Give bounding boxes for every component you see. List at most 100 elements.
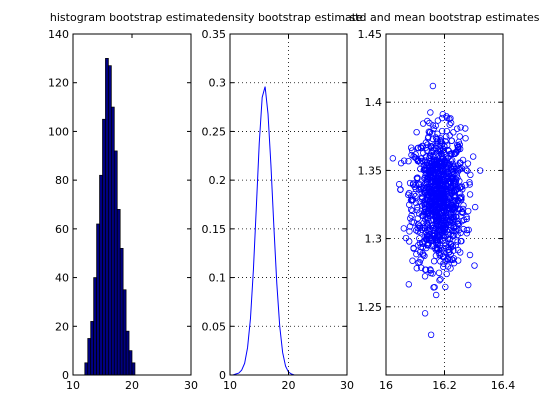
scatter-point	[424, 117, 431, 125]
scatter-point	[438, 202, 446, 210]
scatter-point	[454, 257, 462, 264]
scatter-point	[420, 161, 428, 169]
scatter-point	[405, 157, 412, 165]
scatter-point	[447, 224, 455, 231]
scatter-point	[418, 226, 426, 233]
scatter-point	[407, 144, 415, 151]
scatter-point	[437, 193, 444, 200]
scatter-point	[439, 212, 447, 219]
scatter-point	[425, 239, 432, 247]
scatter-point	[440, 232, 447, 240]
scatter-point	[430, 257, 438, 265]
scatter-point	[437, 258, 444, 265]
histogram-panel: 10 20 30 0 20 40 60 80 100 120 140 histogram bootst…	[48, 11, 214, 392]
y-tick-label: 0	[62, 369, 69, 382]
scatter-point	[428, 165, 435, 172]
scatter-panel: 16 16.2 16.4 1.25 1.3 1.35 1.4 1.45 std and mean…	[349, 11, 539, 392]
scatter-point	[424, 209, 431, 216]
scatter-point	[405, 189, 413, 197]
scatter-point	[466, 181, 473, 188]
plot-area	[73, 34, 191, 375]
scatter-point	[467, 171, 474, 179]
y-tick-label: 1.25	[358, 301, 383, 314]
scatter-point	[463, 215, 470, 223]
x-tick-label: 20	[125, 379, 139, 392]
scatter-point	[429, 130, 436, 137]
y-tick-label: 1.3	[365, 233, 383, 246]
scatter-point	[454, 231, 461, 239]
scatter-point	[421, 273, 429, 280]
scatter-point	[389, 155, 397, 162]
scatter-point	[432, 236, 439, 243]
scatter-point	[435, 269, 443, 277]
scatter-point	[431, 227, 439, 235]
scatter-point	[430, 153, 437, 161]
scatter-point	[471, 203, 479, 211]
scatter-point	[446, 161, 454, 168]
scatter-point	[441, 196, 448, 203]
histogram-bar	[84, 362, 89, 376]
scatter-point	[410, 153, 417, 160]
scatter-point	[422, 153, 430, 160]
scatter-point	[432, 203, 439, 210]
scatter-point	[464, 160, 472, 167]
scatter-point	[421, 175, 428, 182]
scatter-point	[463, 230, 471, 237]
scatter-point	[458, 193, 465, 200]
scatter-point	[456, 166, 463, 173]
scatter-point	[430, 172, 438, 180]
scatter-point	[457, 237, 465, 245]
scatter-point	[430, 221, 437, 228]
scatter-point	[422, 190, 429, 197]
scatter-point	[460, 202, 467, 209]
scatter-point	[464, 167, 471, 175]
scatter-point	[466, 251, 474, 259]
scatter-point	[446, 213, 453, 220]
scatter-point	[421, 216, 429, 223]
scatter-point	[439, 155, 447, 162]
scatter-point	[444, 169, 452, 176]
chart-title: std and mean bootstrap estimates	[349, 11, 539, 24]
scatter-point	[440, 263, 447, 271]
histogram-bar	[102, 118, 106, 376]
scatter-point	[421, 310, 429, 317]
scatter-point	[446, 195, 453, 203]
scatter-point	[417, 243, 424, 251]
x-tick-label: 16.2	[432, 379, 457, 392]
scatter-point	[429, 82, 437, 90]
y-tick-label: 1.4	[365, 96, 383, 109]
scatter-point	[445, 249, 452, 256]
scatter-point	[430, 284, 437, 291]
scatter-point	[456, 141, 463, 148]
scatter-point	[417, 165, 424, 173]
scatter-point	[439, 111, 446, 118]
scatter-point	[409, 257, 416, 264]
histogram-bar	[96, 223, 100, 376]
x-tick-label: 10	[223, 379, 237, 392]
scatter-point	[427, 331, 435, 339]
y-tick-label: 1.45	[358, 28, 383, 41]
scatter-point	[456, 184, 463, 192]
y-tick-label: 60	[55, 223, 69, 236]
scatter-point	[414, 206, 421, 214]
scatter-point	[428, 143, 435, 150]
scatter-point	[423, 196, 430, 203]
scatter-point	[454, 238, 461, 245]
scatter-point	[453, 213, 460, 220]
scatter-point	[419, 239, 426, 246]
scatter-point	[427, 109, 434, 116]
y-tick-label: 140	[48, 28, 69, 41]
scatter-point	[426, 129, 433, 136]
scatter-point	[471, 262, 478, 269]
scatter-point	[412, 193, 419, 200]
scatter-point	[447, 265, 454, 272]
scatter-point	[400, 225, 407, 232]
scatter-point	[405, 281, 413, 288]
scatter-point	[457, 124, 464, 131]
plot-area	[230, 34, 347, 375]
scatter-point	[427, 179, 434, 186]
scatter-point	[446, 132, 453, 139]
scatter-point	[406, 223, 414, 230]
histogram-bar	[110, 106, 115, 376]
